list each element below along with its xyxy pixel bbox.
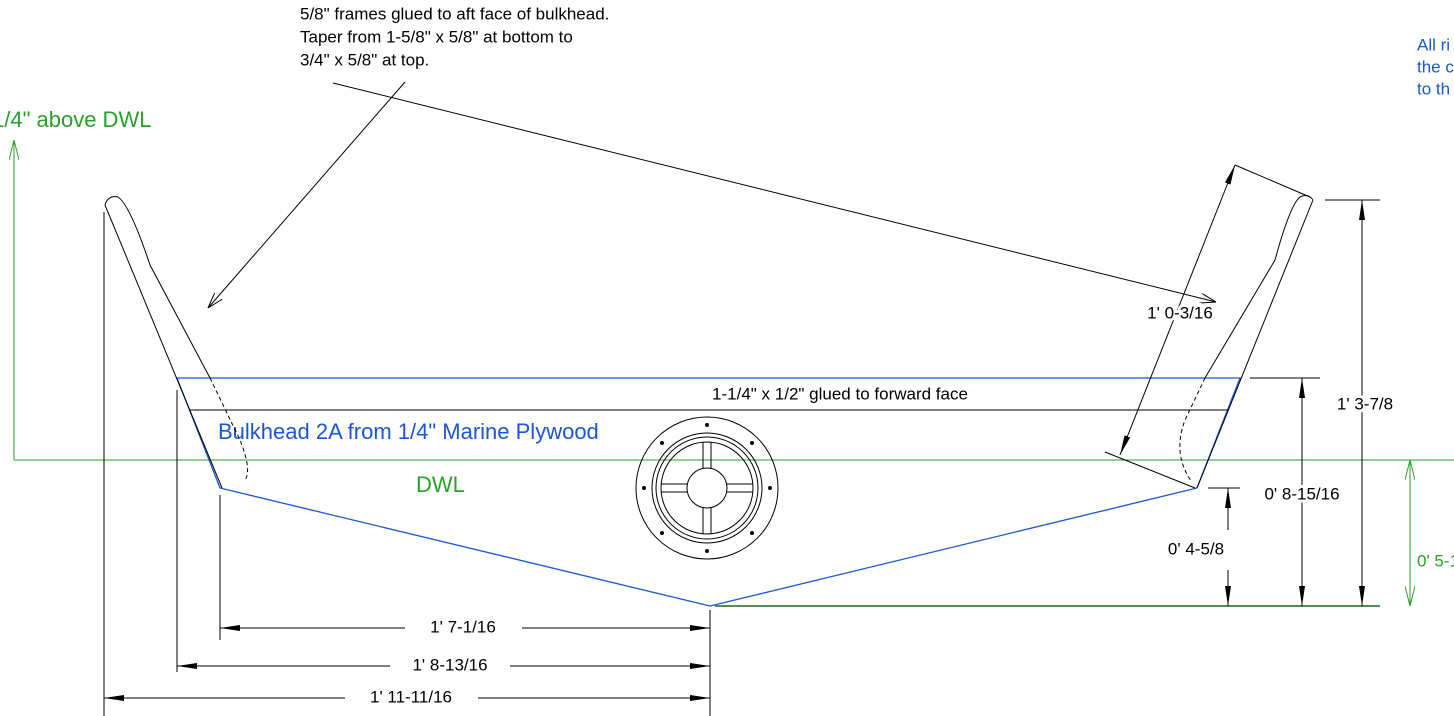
- dimension-label: 1' 11-11/16: [370, 687, 452, 706]
- leader: [332, 82, 1216, 302]
- horizontal-dimensions: [103, 212, 711, 716]
- strip-label: 1-1/4" x 1/2" glued to forward face: [712, 384, 968, 403]
- porthole: [635, 416, 779, 560]
- dimension-label: 1' 3-7/8: [1337, 394, 1393, 413]
- frame-outer: [104, 204, 223, 489]
- frame-hidden: [1179, 377, 1206, 483]
- frame-inner: [104, 196, 211, 379]
- corner-note: the c: [1417, 57, 1454, 76]
- dimension-label: 0' 5-13/16: [1417, 551, 1454, 570]
- corner-note: All ri: [1417, 35, 1450, 54]
- offset-label: 1/4" above DWL: [0, 107, 151, 132]
- corner-note: to th: [1417, 79, 1450, 98]
- frame-outer: [1196, 199, 1314, 489]
- note-line: Taper from 1-5/8" x 5/8" at bottom to: [300, 27, 573, 46]
- frame-inner: [1204, 195, 1314, 379]
- bulkhead-outline: [176, 377, 1241, 607]
- vertical-dimensions: [715, 164, 1410, 607]
- dimension-label: 1' 8-13/16: [412, 655, 487, 674]
- leader: [208, 81, 406, 308]
- bulkhead-label: Bulkhead 2A from 1/4" Marine Plywood: [218, 419, 599, 444]
- dwl-label: DWL: [416, 472, 465, 497]
- dimension-label: 1' 0-3/16: [1147, 303, 1213, 322]
- frame-hidden: [209, 377, 249, 481]
- dimension-label: 0' 8-15/16: [1264, 484, 1339, 503]
- note-line: 3/4" x 5/8" at top.: [300, 50, 429, 69]
- dimension-label: 0' 4-5/8: [1168, 539, 1224, 558]
- dimension-label: 1' 7-1/16: [430, 617, 496, 636]
- note-line: 5/8" frames glued to aft face of bulkhea…: [300, 4, 609, 23]
